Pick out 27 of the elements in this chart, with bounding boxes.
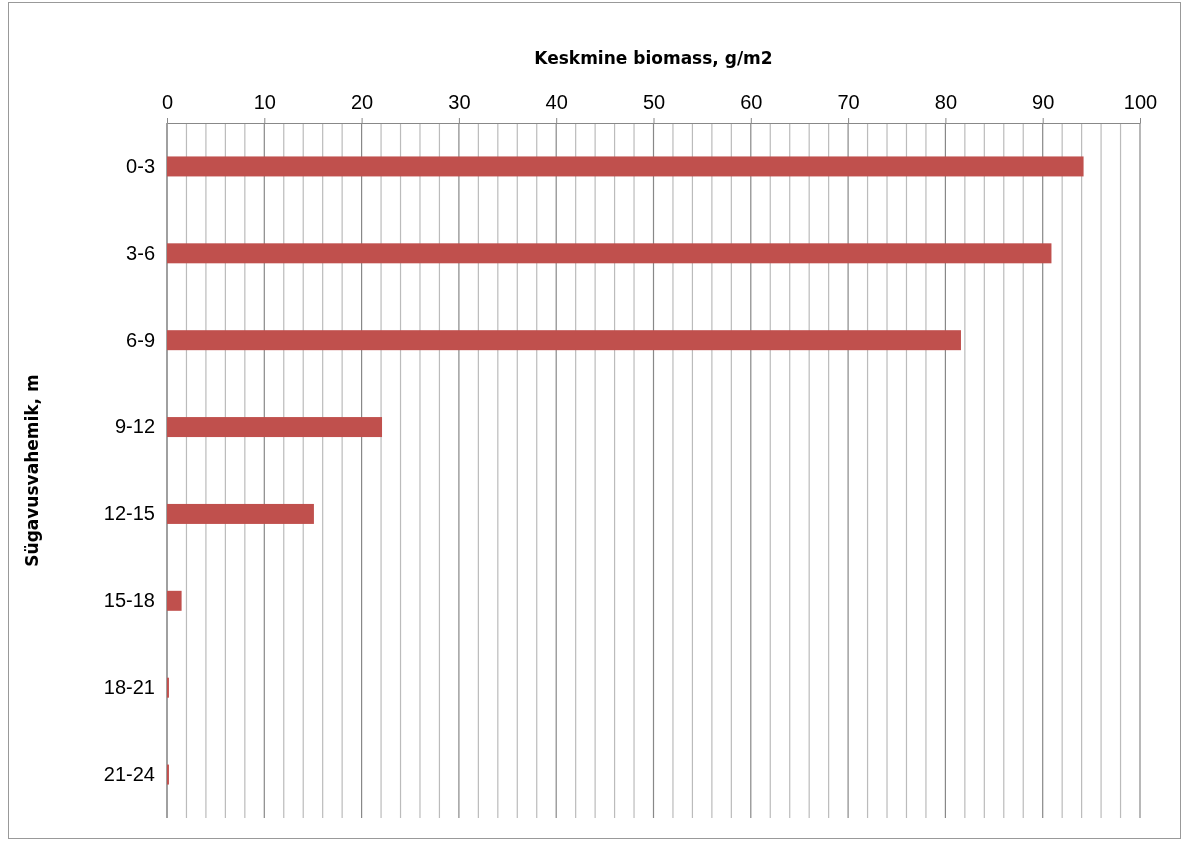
x-tick-label: 30	[448, 91, 471, 113]
bar	[167, 330, 961, 351]
x-tick-label: 20	[350, 91, 374, 113]
bar	[167, 417, 383, 438]
y-tick-label: 18-21	[103, 676, 155, 699]
y-tick-label: 15-18	[103, 589, 155, 612]
x-tick-label: 100	[1123, 91, 1158, 113]
x-axis-title: Keskmine biomass, g/m2	[534, 48, 773, 68]
x-tick-label: 10	[253, 91, 276, 113]
x-tick-label: 90	[1032, 91, 1055, 113]
y-tick-label: 9-12	[114, 415, 155, 438]
x-tick-label: 40	[545, 91, 568, 113]
y-tick-label: 21-24	[103, 762, 155, 785]
y-tick-label: 0-3	[126, 154, 155, 177]
x-tick-label: 60	[740, 91, 763, 113]
y-tick-label: 6-9	[126, 328, 155, 351]
x-tick-label: 50	[642, 91, 666, 113]
bar	[167, 503, 314, 524]
x-tick-label: 70	[837, 91, 860, 113]
bar	[167, 590, 182, 611]
y-axis-title: Sügavusvahemik, m	[22, 374, 42, 567]
bar	[167, 243, 1052, 264]
x-tick-label: 80	[934, 91, 958, 113]
y-tick-label: 12-15	[103, 502, 155, 525]
x-tick-label: 0	[161, 91, 174, 113]
bar	[167, 156, 1084, 177]
y-tick-label: 3-6	[126, 241, 155, 264]
